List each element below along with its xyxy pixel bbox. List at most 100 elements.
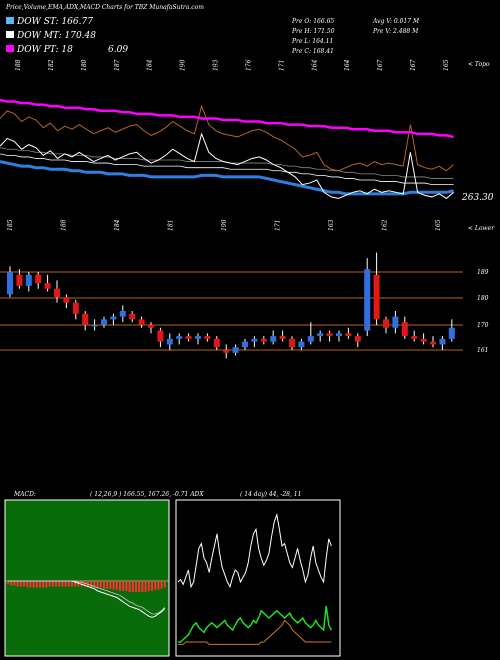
candle-body <box>260 338 267 342</box>
bottom-tick-label: 185 <box>7 219 14 231</box>
candle-body <box>448 327 455 339</box>
dow-mt-label: DOW MT: 170.48 <box>16 31 96 41</box>
adx-line <box>177 512 332 589</box>
top-tick-label: 165 <box>443 59 450 71</box>
top-tick-label: 167 <box>377 59 384 71</box>
candle-body <box>383 319 389 328</box>
bottom-tick-label: 188 <box>61 219 68 231</box>
candle-body <box>119 311 126 317</box>
candle-body <box>430 341 436 345</box>
dow-mt-swatch <box>6 31 14 38</box>
mt-line <box>0 153 454 186</box>
dow-pt-label: DOW PT: 18 <box>16 45 73 55</box>
candle-body <box>82 313 89 325</box>
prev-close: Pre C: 168.41 <box>291 48 334 55</box>
dow-st-swatch <box>6 17 14 24</box>
candle-body <box>326 333 333 337</box>
dow-pt-value: 6.09 <box>108 45 128 55</box>
macd-signal-line <box>8 580 166 615</box>
price-level-label: 170 <box>477 322 489 329</box>
candle-body <box>35 274 42 284</box>
lower-corner-label: < Lower <box>468 225 495 232</box>
avg-volume: Avg V: 0.017 M <box>372 18 420 25</box>
candle-body <box>298 341 305 348</box>
candle-body <box>148 324 154 328</box>
ema-mid-line <box>0 147 454 179</box>
candle-body <box>63 297 70 303</box>
top-tick-label: 164 <box>311 59 318 71</box>
macd-label: MACD: <box>13 491 36 498</box>
candle-body <box>317 333 324 337</box>
macd-plot <box>5 580 169 618</box>
candle-body <box>401 322 408 337</box>
ema-long-line <box>0 104 454 172</box>
top-tick-label: 180 <box>81 59 88 71</box>
top-tick-label: 164 <box>344 59 351 71</box>
prev-low: Pre L: 164.11 <box>291 38 333 45</box>
candle-body <box>91 324 98 327</box>
candle-body <box>232 347 239 353</box>
candle-body <box>251 338 258 342</box>
candle-body <box>439 338 446 345</box>
price-level-label: 180 <box>477 295 489 302</box>
candle-body <box>279 336 286 339</box>
candle-body <box>72 302 79 314</box>
macd-values: ( 12,26,9 ) 166.55, 167.26, -0.71 ADX <box>90 491 204 498</box>
candle-body <box>242 341 248 348</box>
candle-body <box>204 336 211 339</box>
plus-di-line <box>178 605 333 643</box>
prev-open: Pre O: 166.65 <box>291 18 334 25</box>
upper-top-ticks: 188 182 180 187 184 190 193 176 171 164 164 167 167 1… <box>15 59 450 71</box>
candle-body <box>110 316 117 320</box>
upper-bottom-ticks: 185 188 184 181 190 171 163 162 165 <box>7 219 442 231</box>
prev-volume: Pre V: 2.488 M <box>372 28 419 35</box>
candle-body <box>307 336 314 342</box>
candle-body <box>354 336 361 342</box>
upper-top-label: < Topo <box>468 61 490 68</box>
candle-body <box>16 274 23 286</box>
candle-body <box>157 330 164 342</box>
candle-body <box>101 319 107 325</box>
dow-pt-swatch <box>6 45 14 52</box>
adx-panel <box>175 499 341 657</box>
candle-body <box>270 336 277 342</box>
price-level-label: 189 <box>477 269 489 276</box>
price-line <box>0 132 454 200</box>
bottom-tick-label: 190 <box>221 219 228 231</box>
top-tick-label: 182 <box>48 59 55 71</box>
candle-body <box>25 274 32 286</box>
candle-body <box>176 336 183 339</box>
bottom-tick-label: 171 <box>275 220 282 231</box>
macd-panel <box>4 499 170 657</box>
top-tick-label: 190 <box>180 59 187 71</box>
price-level-label: 161 <box>477 347 488 354</box>
candle-body <box>223 350 230 353</box>
candlesticks <box>7 252 455 359</box>
candle-body <box>213 338 220 348</box>
st-line <box>0 160 454 196</box>
top-tick-label: 171 <box>278 60 285 71</box>
candle-body <box>345 333 352 337</box>
candle-body <box>129 313 136 320</box>
candle-body <box>336 333 342 337</box>
minus-di-line <box>178 619 332 645</box>
bottom-tick-label: 165 <box>435 219 442 231</box>
candle-body <box>195 336 201 339</box>
ema-lines <box>0 98 454 200</box>
prev-high: Pre H: 171.50 <box>291 28 335 35</box>
candle-body <box>373 274 380 320</box>
pt-line <box>0 98 454 139</box>
adx-values: ( 14 day) 44, -28, 11 <box>240 491 301 498</box>
adx-plot <box>177 512 333 645</box>
candle-body <box>7 272 13 295</box>
bottom-tick-label: 184 <box>114 219 121 231</box>
dow-st-label: DOW ST: 166.77 <box>16 17 93 27</box>
candle-body <box>54 288 60 298</box>
candle-body <box>166 338 173 345</box>
bottom-tick-label: 181 <box>168 220 175 231</box>
top-tick-label: 184 <box>147 59 154 71</box>
candle-body <box>411 336 418 339</box>
last-price-label: 263.30 <box>461 193 494 203</box>
bottom-tick-label: 162 <box>382 219 389 231</box>
